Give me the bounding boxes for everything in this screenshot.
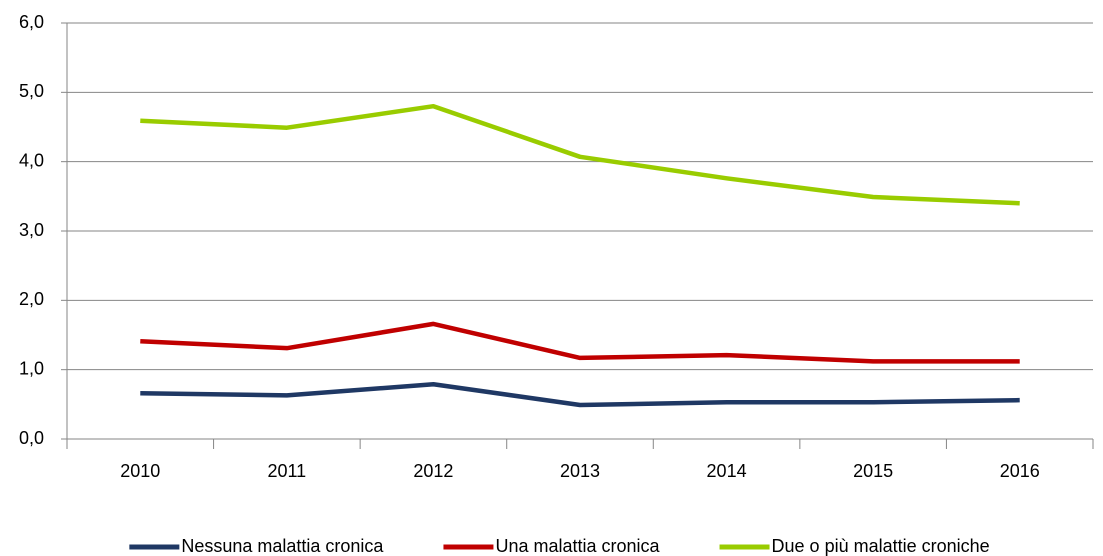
x-tick-label: 2012 <box>413 461 453 481</box>
x-tick-label: 2013 <box>560 461 600 481</box>
legend-label: Una malattia cronica <box>495 536 660 556</box>
y-tick-label: 5,0 <box>19 81 44 101</box>
x-tick-label: 2010 <box>120 461 160 481</box>
series-line <box>140 103 1020 206</box>
x-tick-label: 2015 <box>853 461 893 481</box>
y-tick-label: 1,0 <box>19 358 44 378</box>
y-tick-label: 3,0 <box>19 220 44 240</box>
series-line <box>140 381 1020 408</box>
x-tick-label: 2014 <box>707 461 747 481</box>
x-tick-label: 2016 <box>1000 461 1040 481</box>
legend-label: Due o più malattie croniche <box>772 536 990 556</box>
y-tick-label: 2,0 <box>19 289 44 309</box>
series-line <box>140 321 1020 364</box>
y-tick-label: 4,0 <box>19 150 44 170</box>
legend-label: Nessuna malattia cronica <box>181 536 384 556</box>
y-tick-label: 6,0 <box>19 12 44 32</box>
x-tick-label: 2011 <box>267 461 306 481</box>
y-tick-label: 0,0 <box>19 428 44 448</box>
